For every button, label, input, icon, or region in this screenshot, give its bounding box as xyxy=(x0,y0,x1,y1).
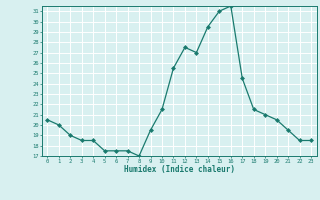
X-axis label: Humidex (Indice chaleur): Humidex (Indice chaleur) xyxy=(124,165,235,174)
